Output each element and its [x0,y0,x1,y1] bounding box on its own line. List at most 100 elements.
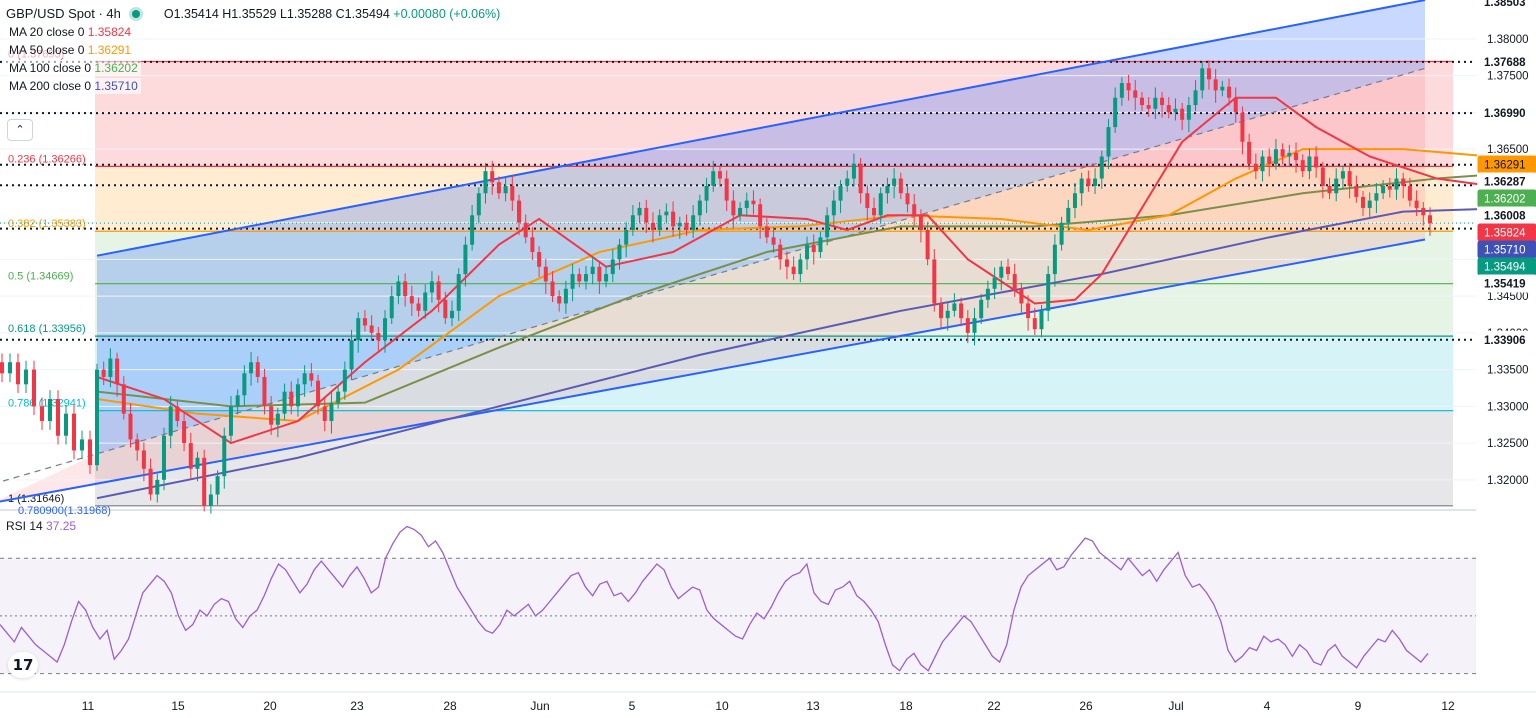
candle-body [517,200,522,223]
candle-body [1052,244,1057,275]
candle-body [704,185,709,201]
candle-body [758,204,763,227]
time-tick-label: 22 [987,699,1001,713]
price-axis[interactable]: 1.320001.325001.330001.335001.340001.345… [1477,0,1536,718]
candle-body [657,215,662,230]
candle-body [0,362,4,374]
candle-body [1367,200,1372,208]
candle-body [711,171,716,186]
candle-body [369,325,374,333]
candle-body [1327,185,1332,194]
collapse-legend-button[interactable]: ⌃ [7,119,33,141]
ma100-line [96,170,1536,408]
candle-body [329,402,334,422]
candle-body [744,200,749,208]
tradingview-logo-icon[interactable]: 17 [8,652,38,678]
rsi-pane: 30.0040.0050.0060.0070.0080.0037.25 [0,524,1520,681]
candle-body [825,215,830,238]
candle-body [383,318,388,341]
market-status-icon [132,10,141,19]
candle-body [1206,68,1211,80]
price-label-badge [1477,330,1536,349]
candle-body [1072,193,1077,208]
time-tick-label: 23 [350,699,364,713]
price-tick-label: 1.33000 [1487,401,1529,413]
candle-body [1126,83,1131,91]
candle-body [249,362,254,374]
fib-extra-label: 0.780900(1.31968) [18,505,111,517]
candle-body [664,211,669,216]
candle-body [24,369,28,385]
candle-body [912,204,917,216]
candle-body [1220,86,1225,91]
price-label-badge [1477,274,1536,293]
candle-body [202,457,207,506]
time-axis[interactable]: 11 15 20 23 28 Jun 5 10 13 18 22 26 Jul 4 9 12 [0,691,1536,713]
candle-body [610,259,615,275]
ma50-legend[interactable]: MA 50 close 0 1.36291 [6,42,135,58]
time-tick-label: Jun [530,699,549,713]
candle-body [1273,149,1278,164]
candle-body [490,171,495,183]
fib-retracement-lines: 0 (1.37693)0.236 (1.36266)0.382 (1.35383… [8,49,1453,517]
candle-body [945,310,950,319]
candle-body [583,274,588,282]
price-label-text: 1.35419 [1484,279,1526,291]
time-tick-label: 13 [806,699,820,713]
candle-body [128,413,133,440]
candle-body [161,435,166,480]
candle-body [342,369,347,392]
candle-body [1059,222,1064,245]
candle-body [1233,97,1238,113]
fib-retracement-fills [95,61,1453,506]
candle-body [168,406,173,436]
candle-body [436,281,441,300]
price-label-text: 1.35710 [1484,245,1526,257]
candle-body [939,303,944,319]
candle-body [724,178,729,201]
candle-body [155,479,160,495]
candle-body [764,226,769,238]
candlesticks [0,60,1432,514]
time-tick-label: 11 [82,699,95,713]
time-tick-label: 9 [1355,699,1362,713]
candle-body [851,163,856,179]
candle-body [72,413,76,451]
candle-body [865,193,870,208]
candle-body [1260,156,1265,172]
candle-body [959,303,964,319]
candle-body [979,299,984,319]
price-label-text: 1.36008 [1484,211,1526,223]
ma20-legend[interactable]: MA 20 close 0 1.35824 [6,24,135,40]
candle-body [965,318,970,333]
candle-body [925,229,930,260]
price-tick-label: 1.32500 [1487,438,1529,450]
candle-body [805,244,810,260]
rsi-legend[interactable]: RSI 14 37.25 [6,519,76,533]
candle-body [1314,156,1319,168]
candle-body [1180,108,1185,120]
ma200-legend[interactable]: MA 200 close 0 1.35710 [6,78,141,94]
candle-body [215,476,220,495]
ohlc-close: C1.35494 [335,7,390,21]
candle-body [1093,178,1098,186]
candle-body [999,266,1004,278]
candle-body [1381,185,1386,194]
candle-body [543,266,548,282]
candle-body [1005,266,1010,275]
candle-body [141,450,146,469]
channel-lower-line [0,238,1426,503]
rsi-label: RSI 14 [6,519,43,533]
candle-body [550,281,555,297]
candle-body [1253,163,1258,172]
symbol-title[interactable]: GBP/USD Spot · 4h [6,6,121,21]
candle-body [604,274,609,282]
fib-zone [95,283,1453,337]
price-tick-label: 1.33500 [1487,365,1529,377]
candle-body [108,358,113,377]
candle-body [1160,97,1165,106]
candle-body [1240,112,1245,142]
ma100-legend[interactable]: MA 100 close 0 1.36202 [6,60,141,76]
fib-label: 0.5 (1.34669) [8,271,73,283]
